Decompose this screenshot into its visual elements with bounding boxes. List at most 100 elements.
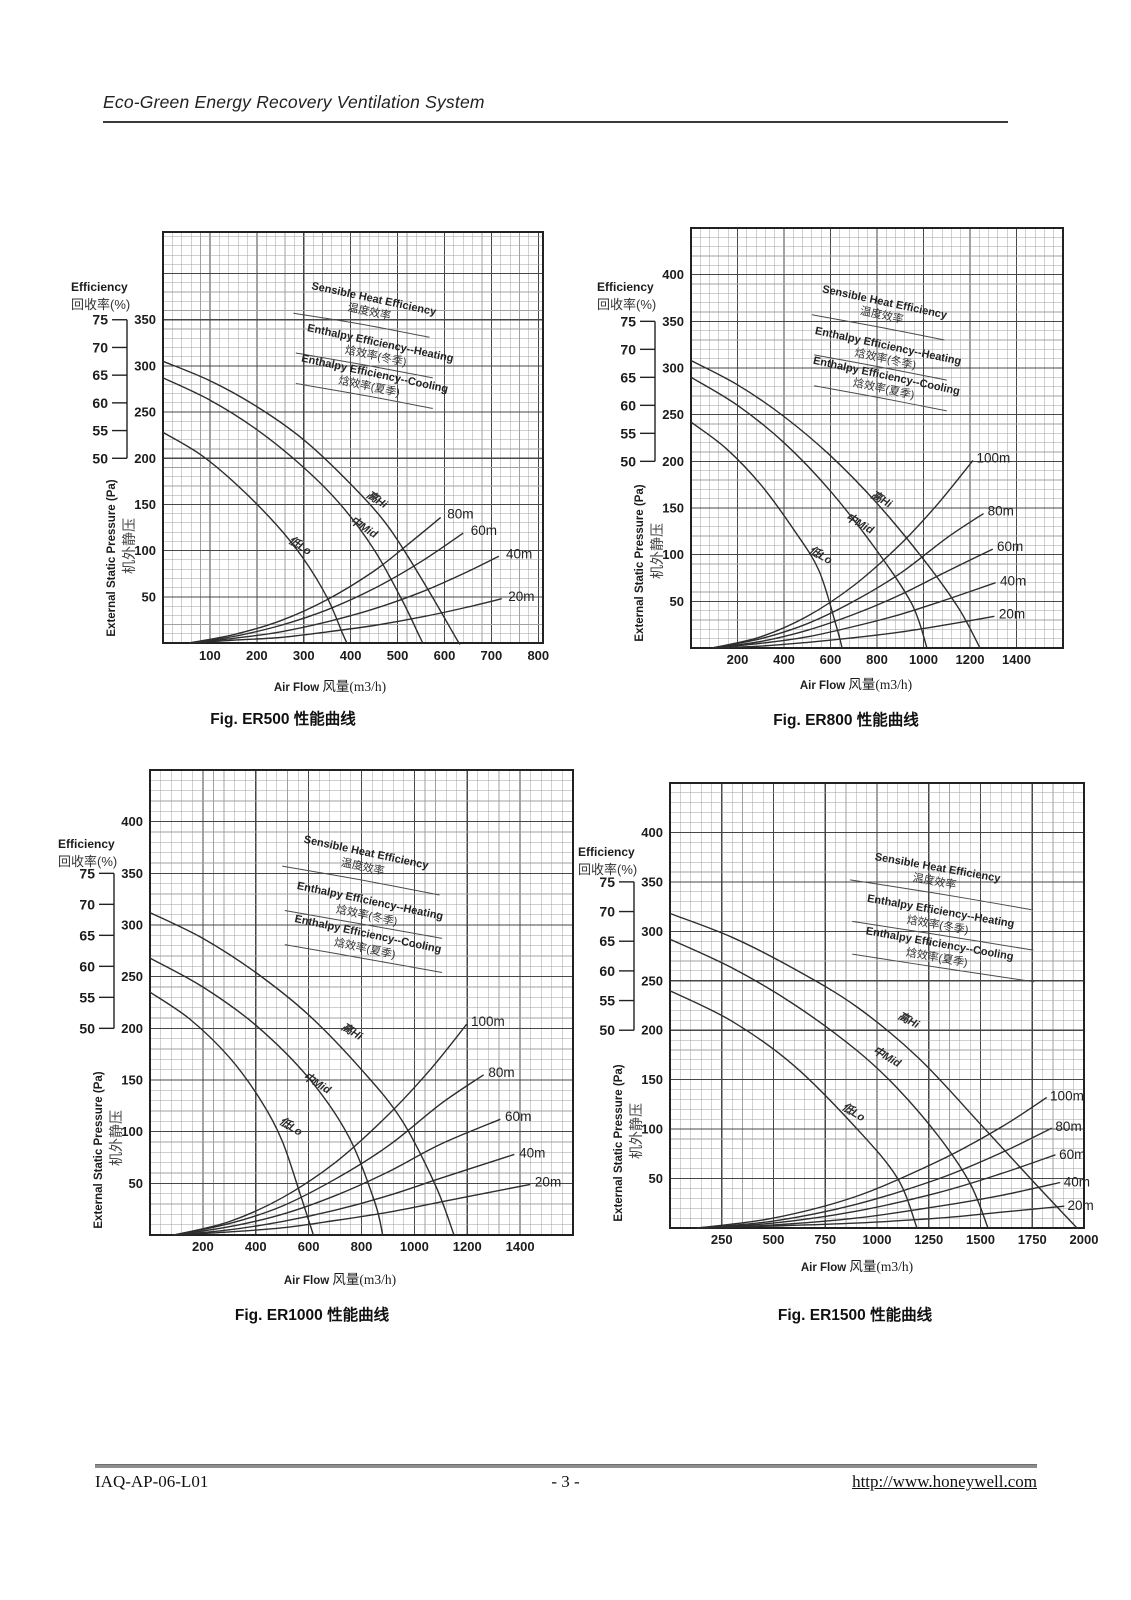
curve-duct-100m xyxy=(711,459,974,649)
curve-duct-60m xyxy=(696,1154,1056,1229)
caption-er500: Fig. ER500 性能曲线 xyxy=(210,711,356,728)
curve-fan-mid xyxy=(149,957,384,1236)
x-tick-1400: 1400 xyxy=(1002,652,1031,667)
pressure-axis-title-en: External Static Pressure (Pa) xyxy=(613,1064,625,1221)
y-tick-400: 400 xyxy=(662,267,684,282)
efficiency-tick-70: 70 xyxy=(79,896,95,912)
label-duct-60m: 60m xyxy=(471,523,497,538)
curves xyxy=(669,879,1078,1229)
efficiency-tick-75: 75 xyxy=(79,865,95,881)
efficiency-tick-60: 60 xyxy=(599,963,615,979)
x-tick-300: 300 xyxy=(293,648,315,663)
curve-enthalpy-efficiency-cooling xyxy=(814,385,947,412)
y-tick-100: 100 xyxy=(641,1122,663,1137)
y-tick-300: 300 xyxy=(662,361,684,376)
curve-duct-80m xyxy=(188,516,442,644)
efficiency-label-cn: 回收率(%) xyxy=(578,862,637,877)
curve-enthalpy-efficiency-heating xyxy=(295,352,433,379)
caption-er800: Fig. ER800 性能曲线 xyxy=(773,712,919,729)
y-tick-100: 100 xyxy=(662,547,684,562)
pressure-axis-title-en: External Static Pressure (Pa) xyxy=(106,479,118,636)
curve-duct-60m xyxy=(188,532,464,644)
efficiency-label-cn: 回收率(%) xyxy=(597,297,656,312)
x-tick-750: 750 xyxy=(814,1232,836,1247)
x-tick-600: 600 xyxy=(298,1239,320,1254)
efficiency-tick-75: 75 xyxy=(620,313,636,329)
curve-fan-mid xyxy=(690,376,928,649)
label-duct-20m: 20m xyxy=(999,606,1025,621)
y-tick-50: 50 xyxy=(649,1171,663,1186)
curve-duct-80m xyxy=(173,1074,484,1236)
y-tick-150: 150 xyxy=(134,497,156,512)
y-tick-400: 400 xyxy=(641,825,663,840)
footer-url: http://www.honeywell.com xyxy=(852,1472,1037,1491)
y-tick-250: 250 xyxy=(134,405,156,420)
curve-duct-60m xyxy=(711,548,994,649)
pressure-axis-title-en: External Static Pressure (Pa) xyxy=(93,1071,105,1228)
curve-duct-100m xyxy=(696,1096,1048,1229)
label-duct-80m: 80m xyxy=(988,504,1014,519)
label-fan-mid: 中Mid xyxy=(843,511,876,537)
label-fan-mid: 中Mid xyxy=(301,1070,334,1097)
y-tick-350: 350 xyxy=(662,314,684,329)
efficiency-label-en: Efficiency xyxy=(597,280,654,294)
y-tick-100: 100 xyxy=(134,543,156,558)
curve-duct-40m xyxy=(173,1153,515,1236)
caption-er1500: Fig. ER1500 性能曲线 xyxy=(777,1307,933,1324)
x-tick-800: 800 xyxy=(866,652,888,667)
label-duct-60m: 60m xyxy=(505,1109,531,1124)
curves xyxy=(690,314,996,649)
curve-duct-40m xyxy=(188,555,500,644)
label-duct-100m: 100m xyxy=(471,1014,505,1029)
efficiency-tick-50: 50 xyxy=(79,1020,95,1036)
efficiency-tick-65: 65 xyxy=(599,933,615,949)
airflow-axis-title: Air Flow 风量(m3/h) xyxy=(801,1259,913,1274)
x-tick-250: 250 xyxy=(711,1232,733,1247)
x-tick-1250: 1250 xyxy=(914,1232,943,1247)
curves xyxy=(149,865,531,1236)
x-tick-500: 500 xyxy=(387,648,409,663)
curve-sensible-heat-efficiency xyxy=(811,314,945,341)
x-tick-400: 400 xyxy=(773,652,795,667)
pressure-axis-title-cn: 机外静压 xyxy=(628,1103,644,1159)
x-tick-600: 600 xyxy=(820,652,842,667)
y-tick-300: 300 xyxy=(134,358,156,373)
curve-duct-20m xyxy=(696,1205,1065,1229)
efficiency-tick-70: 70 xyxy=(620,341,636,357)
x-tick-400: 400 xyxy=(245,1239,267,1254)
label-duct-60m: 60m xyxy=(1059,1147,1085,1162)
x-tick-1000: 1000 xyxy=(909,652,938,667)
airflow-axis-title: Air Flow 风量(m3/h) xyxy=(800,677,912,692)
label-duct-40m: 40m xyxy=(1000,574,1026,589)
footer-page-number: - 3 - xyxy=(551,1472,580,1491)
y-tick-250: 250 xyxy=(662,407,684,422)
curve-enthalpy-efficiency-cooling xyxy=(852,953,1035,983)
x-tick-1500: 1500 xyxy=(966,1232,995,1247)
y-tick-50: 50 xyxy=(129,1176,143,1191)
efficiency-tick-65: 65 xyxy=(79,927,95,943)
curve-fan-lo xyxy=(162,431,348,644)
y-tick-250: 250 xyxy=(641,973,663,988)
pressure-axis-title-cn: 机外静压 xyxy=(108,1110,124,1166)
x-tick-2000: 2000 xyxy=(1070,1232,1099,1247)
x-tick-1750: 1750 xyxy=(1018,1232,1047,1247)
x-tick-200: 200 xyxy=(727,652,749,667)
efficiency-label-en: Efficiency xyxy=(58,837,115,851)
curve-duct-20m xyxy=(711,615,995,649)
pressure-axis-title-en: External Static Pressure (Pa) xyxy=(634,484,646,641)
pressure-axis-title-cn: 机外静压 xyxy=(121,518,137,574)
y-tick-150: 150 xyxy=(662,501,684,516)
x-tick-200: 200 xyxy=(192,1239,214,1254)
x-tick-1200: 1200 xyxy=(956,652,985,667)
grid xyxy=(669,782,1085,1229)
curve-sensible-heat-efficiency xyxy=(282,865,440,896)
y-tick-200: 200 xyxy=(662,454,684,469)
curve-sensible-heat-efficiency xyxy=(293,312,430,338)
label-fan-lo: 低Lo xyxy=(277,1115,305,1139)
efficiency-tick-50: 50 xyxy=(620,453,636,469)
curve-fan-hi xyxy=(669,912,1078,1229)
